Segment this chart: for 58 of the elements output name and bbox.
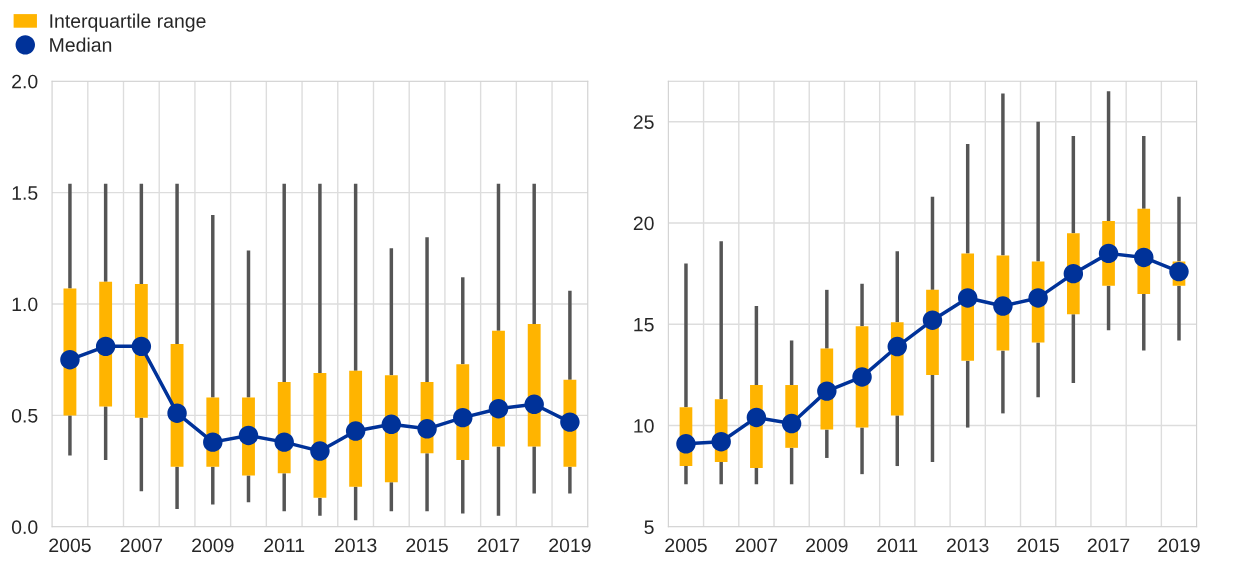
y-tick-label: 1.5 (12, 186, 38, 200)
point (310, 441, 330, 461)
y-tick-label: 10 (634, 419, 654, 433)
point (238, 425, 259, 446)
point (817, 381, 837, 401)
point (711, 432, 731, 452)
point (957, 288, 978, 308)
point (1134, 247, 1154, 268)
point (1028, 288, 1048, 308)
x-tick-label: 2017 (1087, 538, 1130, 553)
point (417, 419, 437, 439)
point (781, 413, 802, 434)
x-tick-label: 2019 (1158, 538, 1200, 553)
x-tick-label: 2005 (49, 538, 91, 553)
y-tick-label: 0.0 (11, 520, 38, 535)
y-tick-label: 2.0 (12, 74, 38, 89)
point (676, 434, 696, 454)
point (488, 399, 509, 419)
point (167, 403, 187, 423)
x-tick-label: 2013 (947, 538, 989, 553)
point (95, 336, 116, 357)
y-tick-label: 15 (634, 317, 654, 332)
point (922, 310, 943, 330)
y-tick-label: 1.0 (12, 297, 38, 312)
point (1169, 261, 1189, 282)
legend-label: Interquartile range (50, 13, 206, 32)
point (746, 407, 767, 428)
x-tick-label: 2009 (806, 538, 848, 553)
x-tick-label: 2017 (477, 538, 520, 553)
y-tick-label: 25 (633, 115, 654, 129)
x-tick-label: 2011 (877, 538, 918, 553)
x-tick-label: 2009 (192, 538, 234, 553)
point (1063, 263, 1084, 284)
point (1098, 243, 1119, 264)
x-tick-label: 2013 (334, 538, 377, 553)
x-tick-label: 2011 (264, 538, 305, 553)
point (203, 432, 223, 452)
x-tick-label: 2005 (665, 538, 707, 553)
x-tick-label: 2007 (735, 538, 778, 553)
point (131, 336, 152, 357)
point (560, 412, 580, 432)
point (60, 349, 80, 370)
x-tick-label: 2015 (406, 538, 448, 553)
point (993, 296, 1013, 316)
y-tick-label: 20 (633, 216, 654, 231)
point (852, 367, 872, 387)
point (524, 394, 544, 414)
point (381, 414, 402, 435)
point (453, 407, 473, 428)
x-tick-label: 2019 (549, 538, 591, 553)
point (887, 336, 907, 357)
point (345, 421, 366, 441)
point (274, 432, 294, 452)
y-tick-label: 5 (644, 520, 654, 535)
x-tick-label: 2007 (120, 538, 163, 553)
y-tick-label: 0.5 (11, 408, 38, 423)
x-tick-label: 2015 (1017, 538, 1059, 553)
legend-label: Median (50, 37, 112, 52)
